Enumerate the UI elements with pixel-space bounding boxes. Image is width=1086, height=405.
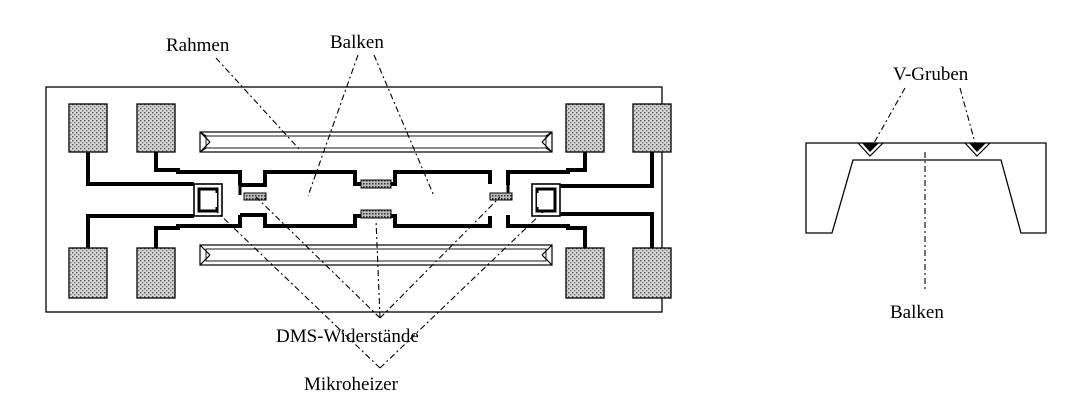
bond-pad [565, 247, 605, 299]
bond-pad [136, 103, 176, 153]
chip-cross-section: V-Gruben Balken [805, 64, 1047, 323]
strain-gauges [243, 179, 513, 219]
bond-pad [632, 247, 672, 299]
label-balken-section: Balken [890, 302, 944, 323]
leader-lines [214, 54, 546, 369]
bond-pad [632, 103, 672, 153]
v-groove-right [964, 142, 991, 157]
lower-slot [199, 244, 553, 266]
bond-pad [565, 103, 605, 153]
label-balken: Balken [330, 32, 384, 53]
micro-heater-left [193, 183, 223, 217]
bond-pad [136, 247, 176, 299]
label-v-gruben: V-Gruben [893, 64, 969, 85]
cross-section-outline [805, 142, 1047, 234]
v-groove-left [857, 142, 884, 157]
micro-heater-right [531, 183, 561, 217]
strain-gauge [360, 209, 392, 219]
v-groove-right-fill [969, 143, 986, 152]
bond-pads [68, 103, 672, 299]
v-groove-left-fill [862, 143, 879, 152]
label-rahmen: Rahmen [166, 35, 230, 56]
label-mikroheizer: Mikroheizer [304, 374, 399, 395]
chip-top-view: Rahmen Balken DMS-Widerstände Mikroheize… [45, 32, 672, 395]
bond-pad [68, 103, 108, 153]
bond-pad [68, 247, 108, 299]
label-dms-widerstaende: DMS-Widerstände [276, 326, 419, 347]
strain-gauge [360, 179, 392, 189]
upper-slot [199, 131, 553, 153]
strain-gauge [489, 192, 513, 201]
conductor-traces [86, 152, 654, 248]
strain-gauge [243, 192, 267, 201]
